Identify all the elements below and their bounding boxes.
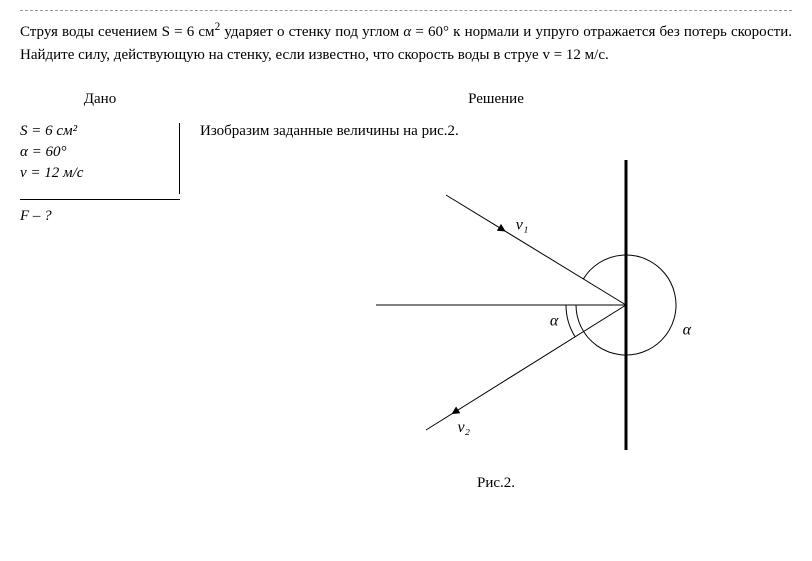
problem-text-2: ударяет о стенку под углом: [220, 24, 403, 40]
problem-statement: Струя воды сечением S = 6 см2 ударяет о …: [20, 10, 792, 66]
alpha-upper-label: α: [683, 321, 692, 338]
diagram-svg: v₁ v₂ α α: [296, 150, 696, 460]
v2-label: v₂: [457, 419, 470, 436]
given-header: Дано: [20, 91, 180, 108]
solution-header: Решение: [200, 91, 792, 108]
problem-text-1: Струя воды сечением S = 6 см: [20, 24, 215, 40]
alpha-lower-label: α: [550, 312, 559, 329]
incident-ray: [446, 195, 626, 305]
content-area: Дано S = 6 см² α = 60° v = 12 м/с F – ? …: [20, 91, 792, 492]
lower-angle-arc: [566, 305, 575, 337]
figure-label: Рис.2.: [200, 475, 792, 492]
solution-column: Решение Изобразим заданные величины на р…: [200, 91, 792, 492]
figure-container: v₁ v₂ α α: [296, 150, 696, 470]
solution-intro: Изобразим заданные величины на рис.2.: [200, 123, 792, 140]
incident-arrow: [497, 224, 506, 232]
v1-label: v₁: [516, 217, 529, 234]
given-section: S = 6 см² α = 60° v = 12 м/с: [20, 123, 180, 194]
reflected-arrow: [451, 406, 460, 414]
given-line-s: S = 6 см²: [20, 123, 169, 140]
given-line-alpha: α = 60°: [20, 144, 169, 161]
find-section: F – ?: [20, 200, 180, 225]
given-column: Дано S = 6 см² α = 60° v = 12 м/с F – ?: [20, 91, 180, 492]
given-line-v: v = 12 м/с: [20, 165, 169, 182]
